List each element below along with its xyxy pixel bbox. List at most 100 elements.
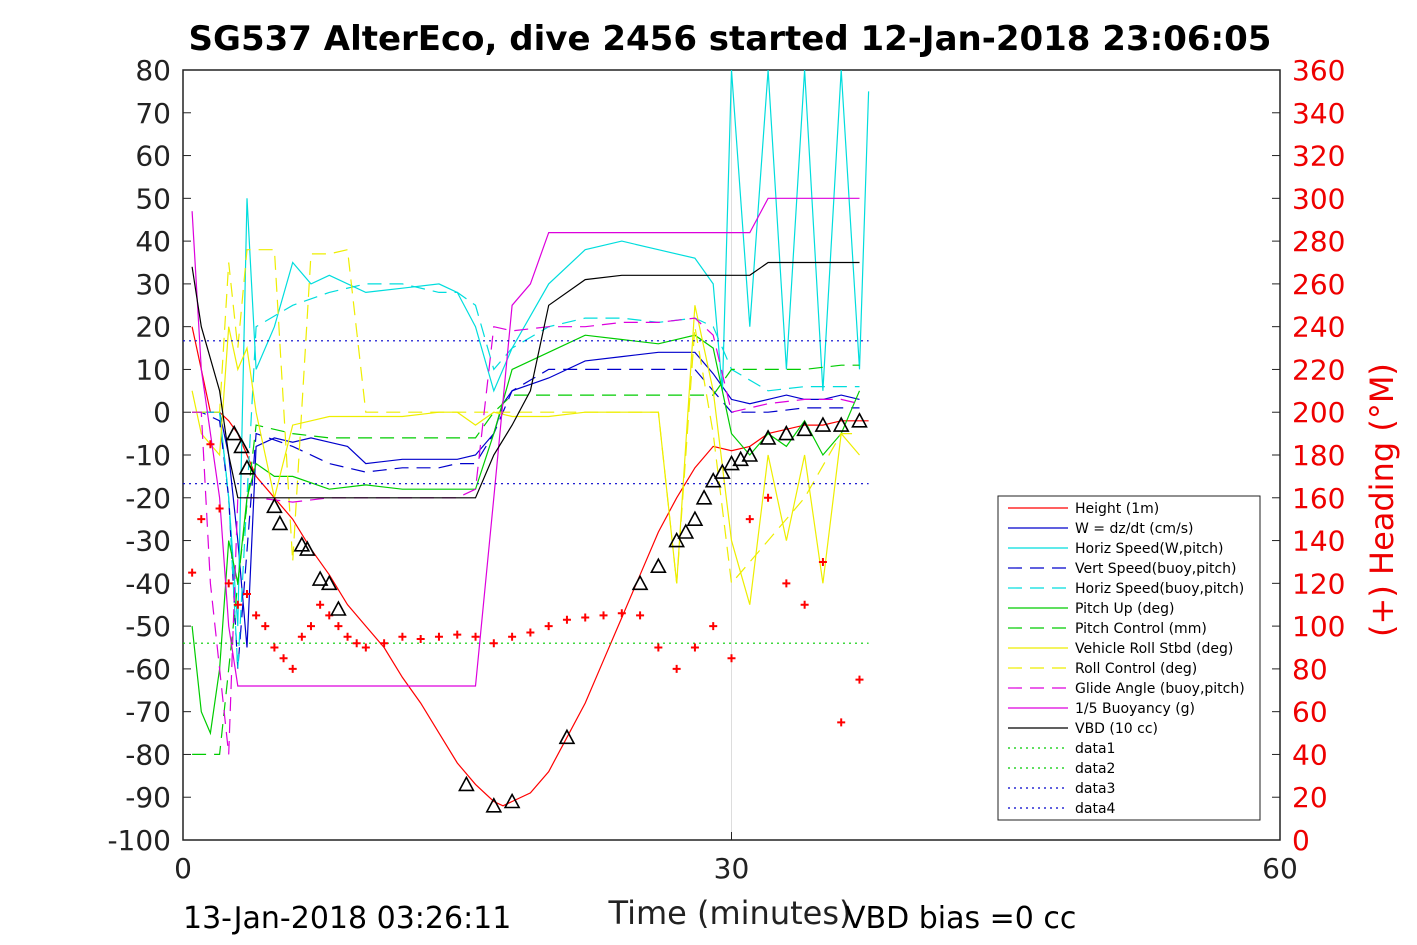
left-tick-label: 80 — [135, 54, 171, 87]
triangle-marker — [851, 412, 868, 428]
x-tick-label: 60 — [1262, 852, 1298, 885]
heading-point — [764, 493, 773, 502]
right-tick-label: 200 — [1292, 396, 1345, 429]
x-tick-label: 0 — [174, 852, 192, 885]
right-axis-label: (+) Heading (°M) — [1363, 363, 1401, 637]
series-lines — [183, 69, 870, 807]
right-tick-label: 240 — [1292, 311, 1345, 344]
series-line — [192, 364, 860, 756]
legend-entry: data4 — [1075, 801, 1116, 817]
heading-point — [489, 639, 498, 648]
triangle-marker — [714, 463, 731, 479]
right-tick-label: 160 — [1292, 482, 1345, 515]
x-axis-label: Time (minutes) — [608, 894, 852, 932]
triangle-marker — [266, 497, 283, 514]
triangle-marker — [759, 429, 777, 445]
triangle-marker — [686, 510, 704, 526]
legend-entry: Glide Angle (buoy,pitch) — [1075, 681, 1245, 697]
x-axis: 0 30 60 — [174, 832, 1298, 885]
heading-point — [261, 622, 270, 631]
right-tick-label: 0 — [1292, 824, 1310, 857]
heading-point — [224, 579, 233, 588]
triangle-marker — [485, 797, 503, 813]
heading-point — [252, 611, 261, 620]
legend-entry: VBD (10 cc) — [1075, 721, 1158, 737]
triangle-marker — [832, 416, 850, 432]
left-tick-label: -40 — [125, 567, 171, 600]
left-tick-label: 30 — [135, 268, 171, 301]
left-tick-label: -50 — [125, 610, 171, 643]
right-tick-label: 280 — [1292, 225, 1345, 258]
heading-point — [361, 643, 370, 652]
left-tick-label: 40 — [135, 225, 171, 258]
heading-point — [453, 630, 462, 639]
series-line — [191, 261, 860, 499]
heading-point — [306, 622, 315, 631]
heading-point — [855, 675, 864, 684]
series-line — [191, 305, 860, 605]
legend-entry: Vert Speed(buoy,pitch) — [1075, 561, 1237, 577]
heading-point — [416, 634, 425, 643]
heading-point — [617, 609, 626, 618]
heading-point — [745, 515, 754, 524]
heading-point — [380, 639, 389, 648]
triangle-marker — [704, 471, 722, 488]
heading-point — [288, 664, 297, 673]
left-tick-label: 60 — [135, 140, 171, 173]
left-tick-label: -70 — [125, 696, 171, 729]
heading-point — [279, 654, 288, 663]
triangle-marker — [650, 557, 667, 574]
right-y-axis: 3603403203002802602402202001801601401201… — [1272, 54, 1345, 857]
heading-point — [800, 600, 809, 609]
left-tick-label: -60 — [125, 653, 171, 686]
heading-point — [215, 504, 224, 513]
chart-title: SG537 AlterEco, dive 2456 started 12-Jan… — [189, 19, 1272, 59]
series-line — [192, 317, 860, 755]
heading-point — [599, 611, 608, 620]
footer-timestamp: 13-Jan-2018 03:26:11 — [183, 901, 511, 936]
heading-point — [636, 611, 645, 620]
right-tick-label: 100 — [1292, 610, 1345, 643]
triangle-marker — [631, 574, 649, 591]
heading-point — [654, 643, 663, 652]
right-tick-label: 180 — [1292, 439, 1345, 472]
triangle-marker — [558, 728, 576, 745]
triangle-marker — [695, 489, 713, 505]
heading-point — [672, 664, 681, 673]
heading-point — [206, 440, 215, 449]
heading-point — [352, 639, 361, 648]
heading-point — [297, 632, 306, 641]
triangle-marker — [233, 437, 250, 454]
heading-point — [782, 579, 791, 588]
heading-point — [544, 622, 553, 631]
series-line — [192, 283, 860, 669]
x-tick-label: 30 — [714, 852, 750, 885]
left-tick-label: -90 — [125, 781, 171, 814]
left-tick-label: -80 — [125, 738, 171, 771]
legend-box — [997, 495, 1261, 821]
legend-entry: W = dz/dt (cm/s) — [1075, 521, 1194, 537]
heading-point — [727, 654, 736, 663]
right-tick-label: 80 — [1292, 653, 1328, 686]
right-tick-label: 40 — [1292, 738, 1328, 771]
right-tick-label: 260 — [1292, 268, 1345, 301]
triangle-marker — [320, 574, 338, 591]
legend-entry: 1/5 Buoyancy (g) — [1075, 701, 1195, 717]
heading-point — [526, 628, 535, 637]
heading-point — [233, 600, 242, 609]
right-tick-label: 140 — [1292, 525, 1345, 558]
footer-vbd-bias: VBD bias =0 cc — [845, 901, 1076, 936]
heading-point — [818, 557, 827, 566]
legend-entry: Height (1m) — [1075, 501, 1159, 517]
legend-entry: data1 — [1075, 741, 1115, 757]
heading-point — [471, 632, 480, 641]
left-tick-label: 10 — [135, 353, 171, 386]
legend-entry: Horiz Speed(buoy,pitch) — [1075, 581, 1244, 597]
series-line — [192, 69, 870, 627]
legend-entry: Vehicle Roll Stbd (deg) — [1075, 641, 1233, 657]
left-tick-label: 20 — [135, 311, 171, 344]
heading-point — [242, 590, 251, 599]
triangle-marker — [298, 540, 316, 556]
heading-point — [197, 515, 206, 524]
heading-point — [398, 632, 407, 641]
